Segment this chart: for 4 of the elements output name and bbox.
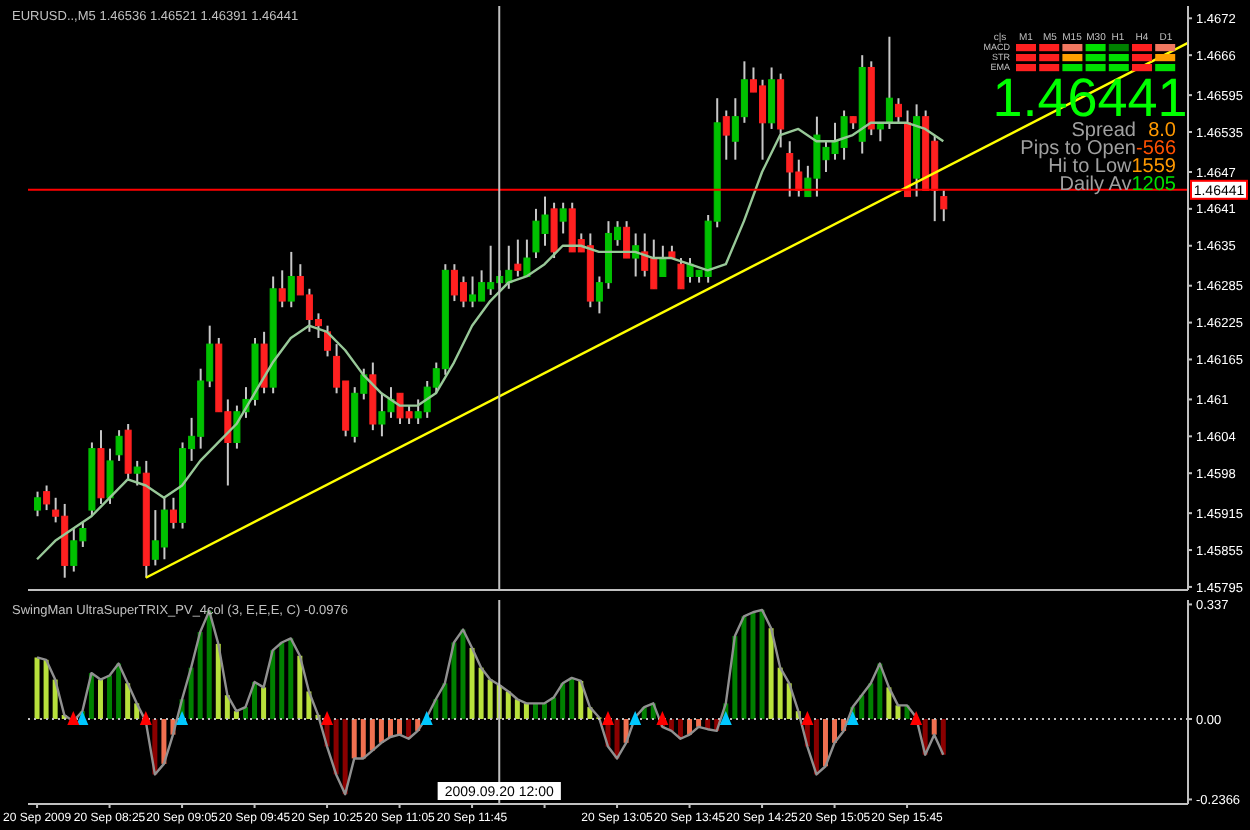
annotation: Hi to Low xyxy=(1048,156,1132,178)
annotation: Pips to Open xyxy=(1020,138,1136,160)
annotation: 1559 xyxy=(1131,156,1176,178)
annotation: -566 xyxy=(1135,138,1176,160)
